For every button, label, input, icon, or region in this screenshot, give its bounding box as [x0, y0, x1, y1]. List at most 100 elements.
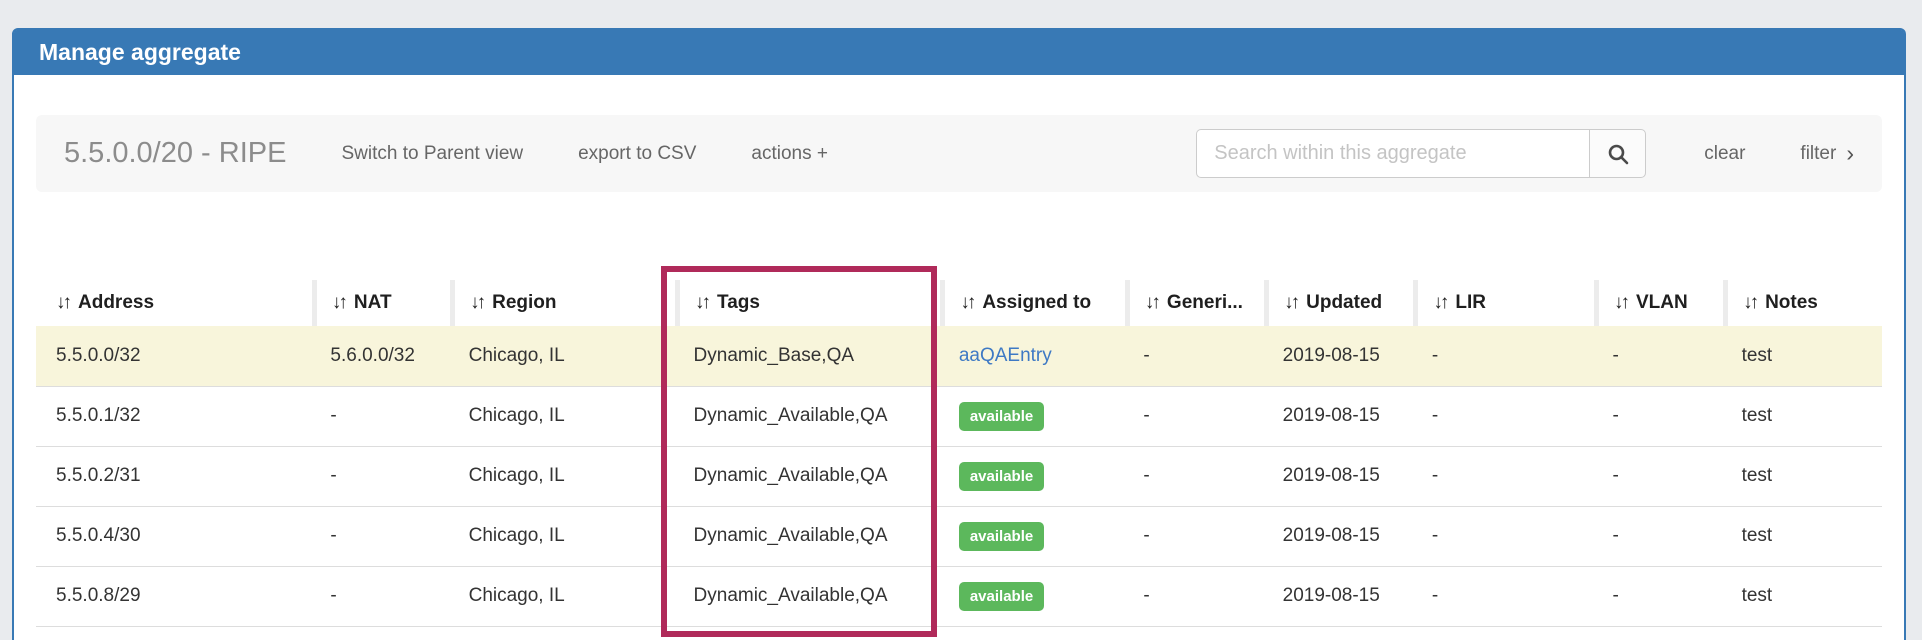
sort-icon: ↓↑: [1433, 292, 1449, 313]
column-label: VLAN: [1635, 292, 1688, 313]
cell-updated: 2019-08-15: [1282, 405, 1380, 426]
cell-vlan: -: [1612, 465, 1619, 486]
cell-updated: 2019-08-15: [1282, 585, 1380, 606]
manage-aggregate-panel: Manage aggregate 5.5.0.0/20 - RIPE Switc…: [12, 28, 1906, 640]
cell-nat: -: [330, 585, 337, 606]
cell-address: 5.5.0.1/32: [56, 405, 141, 426]
search-icon: [1606, 142, 1630, 166]
sort-icon: ↓↑: [960, 292, 976, 313]
switch-parent-view-link[interactable]: Switch to Parent view: [341, 142, 524, 164]
cell-tags: Dynamic_Available,QA: [693, 405, 888, 426]
export-csv-link[interactable]: export to CSV: [578, 142, 697, 164]
cell-address: 5.5.0.4/30: [56, 525, 141, 546]
cell-vlan: -: [1612, 344, 1619, 366]
cell-nat: -: [330, 525, 337, 546]
cell-generic: -: [1143, 465, 1150, 486]
column-label: NAT: [353, 292, 392, 313]
cell-address: 5.5.0.2/31: [56, 465, 141, 486]
cell-notes: test: [1741, 344, 1773, 366]
column-label: Address: [78, 292, 155, 313]
cell-assigned: available: [943, 506, 1128, 566]
cell-vlan: -: [1612, 525, 1619, 546]
column-label: Tags: [717, 292, 760, 313]
cell-lir: -: [1431, 405, 1439, 426]
cell-notes: test: [1741, 525, 1773, 546]
column-header-updated[interactable]: ↓↑ Updated: [1264, 280, 1416, 326]
cell-updated: 2019-08-15: [1282, 344, 1380, 366]
column-header-tags[interactable]: ↓↑ Tags: [675, 280, 943, 326]
column-header-notes[interactable]: ↓↑ Notes: [1723, 280, 1882, 326]
cell-nat: 5.6.0.0/32: [330, 344, 415, 366]
cell-assigned: available: [943, 446, 1128, 506]
column-label: Generi...: [1166, 292, 1243, 313]
cell-region: Chicago, IL: [468, 344, 565, 366]
table-row: 5.5.0.2/31 - Chicago, IL Dynamic_Available,…: [36, 446, 1882, 506]
cell-region: Chicago, IL: [468, 465, 565, 486]
table-row: 5.5.0.1/32 - Chicago, IL Dynamic_Available,…: [36, 386, 1882, 446]
page-title: Manage aggregate: [39, 39, 241, 65]
cell-address: 5.5.0.0/32: [56, 344, 141, 366]
table-row: 5.5.0.4/30 - Chicago, IL Dynamic_Available,…: [36, 506, 1882, 566]
column-header-lir[interactable]: ↓↑ LIR: [1413, 280, 1597, 326]
sort-icon: ↓↑: [1743, 292, 1759, 313]
cell-region: Chicago, IL: [468, 525, 565, 546]
sort-icon: ↓↑: [1613, 292, 1630, 313]
cell-address: 5.5.0.8/29: [56, 585, 141, 606]
panel-body: 5.5.0.0/20 - RIPE Switch to Parent view …: [14, 75, 1904, 627]
sort-icon: ↓↑: [331, 292, 348, 313]
cell-lir: -: [1431, 465, 1439, 486]
table-header-row: ↓↑ Address ↓↑ NAT ↓↑ Region ↓↑ Tags ↓↑ Assigned t…: [36, 280, 1882, 326]
toolbar: 5.5.0.0/20 - RIPE Switch to Parent view …: [36, 115, 1882, 192]
actions-menu-link[interactable]: actions +: [751, 142, 828, 164]
column-header-region[interactable]: ↓↑ Region: [450, 280, 678, 326]
table-row: 5.5.0.8/29 - Chicago, IL Dynamic_Available,…: [36, 566, 1882, 626]
cell-lir: -: [1431, 344, 1439, 366]
assigned-entry-link[interactable]: aaQAEntry: [958, 344, 1052, 366]
column-label: Region: [492, 292, 557, 313]
sort-icon: ↓↑: [1144, 292, 1161, 313]
cell-vlan: -: [1612, 405, 1619, 426]
aggregate-label: 5.5.0.0/20 - RIPE: [64, 137, 287, 169]
chevron-right-icon: ›: [1846, 140, 1854, 166]
column-header-address[interactable]: ↓↑ Address: [36, 280, 314, 326]
search-button[interactable]: [1589, 129, 1647, 178]
cell-generic: -: [1143, 405, 1150, 426]
cell-assigned: available: [943, 566, 1128, 626]
cell-tags: Dynamic_Available,QA: [693, 525, 888, 546]
column-label: LIR: [1455, 292, 1487, 313]
cell-assigned: aaQAEntry: [943, 326, 1128, 386]
column-header-assigned[interactable]: ↓↑ Assigned to: [940, 280, 1128, 326]
column-label: Updated: [1306, 292, 1383, 313]
clear-filter-link[interactable]: clear: [1704, 142, 1746, 164]
cell-vlan: -: [1612, 585, 1619, 606]
column-header-nat[interactable]: ↓↑ NAT: [311, 280, 453, 326]
aggregate-table: ↓↑ Address ↓↑ NAT ↓↑ Region ↓↑ Tags ↓↑ Assigned t…: [36, 280, 1882, 627]
status-badge-available: available: [958, 401, 1045, 431]
cell-updated: 2019-08-15: [1282, 525, 1380, 546]
cell-generic: -: [1143, 585, 1150, 606]
column-label: Notes: [1765, 292, 1818, 313]
cell-notes: test: [1741, 405, 1773, 426]
panel-header: Manage aggregate: [14, 30, 1904, 75]
column-header-generic[interactable]: ↓↑ Generi...: [1124, 280, 1267, 326]
cell-tags: Dynamic_Available,QA: [693, 465, 888, 486]
filter-link-label: filter: [1800, 143, 1837, 164]
cell-lir: -: [1431, 525, 1439, 546]
status-badge-available: available: [958, 521, 1045, 551]
table-row: 5.5.0.0/32 5.6.0.0/32 Chicago, IL Dynamic_B…: [36, 326, 1882, 386]
cell-tags: Dynamic_Base,QA: [693, 344, 855, 366]
search-input[interactable]: [1196, 129, 1590, 178]
cell-nat: -: [330, 405, 337, 426]
cell-assigned: available: [943, 386, 1128, 446]
cell-tags: Dynamic_Available,QA: [693, 585, 888, 606]
column-label: Assigned to: [982, 292, 1092, 313]
cell-generic: -: [1143, 344, 1150, 366]
cell-notes: test: [1741, 465, 1773, 486]
cell-region: Chicago, IL: [468, 405, 565, 426]
cell-lir: -: [1431, 585, 1439, 606]
column-header-vlan[interactable]: ↓↑ VLAN: [1593, 280, 1726, 326]
sort-icon: ↓↑: [695, 292, 711, 313]
status-badge-available: available: [958, 581, 1045, 611]
cell-generic: -: [1143, 525, 1150, 546]
filter-link[interactable]: filter ›: [1800, 140, 1854, 167]
